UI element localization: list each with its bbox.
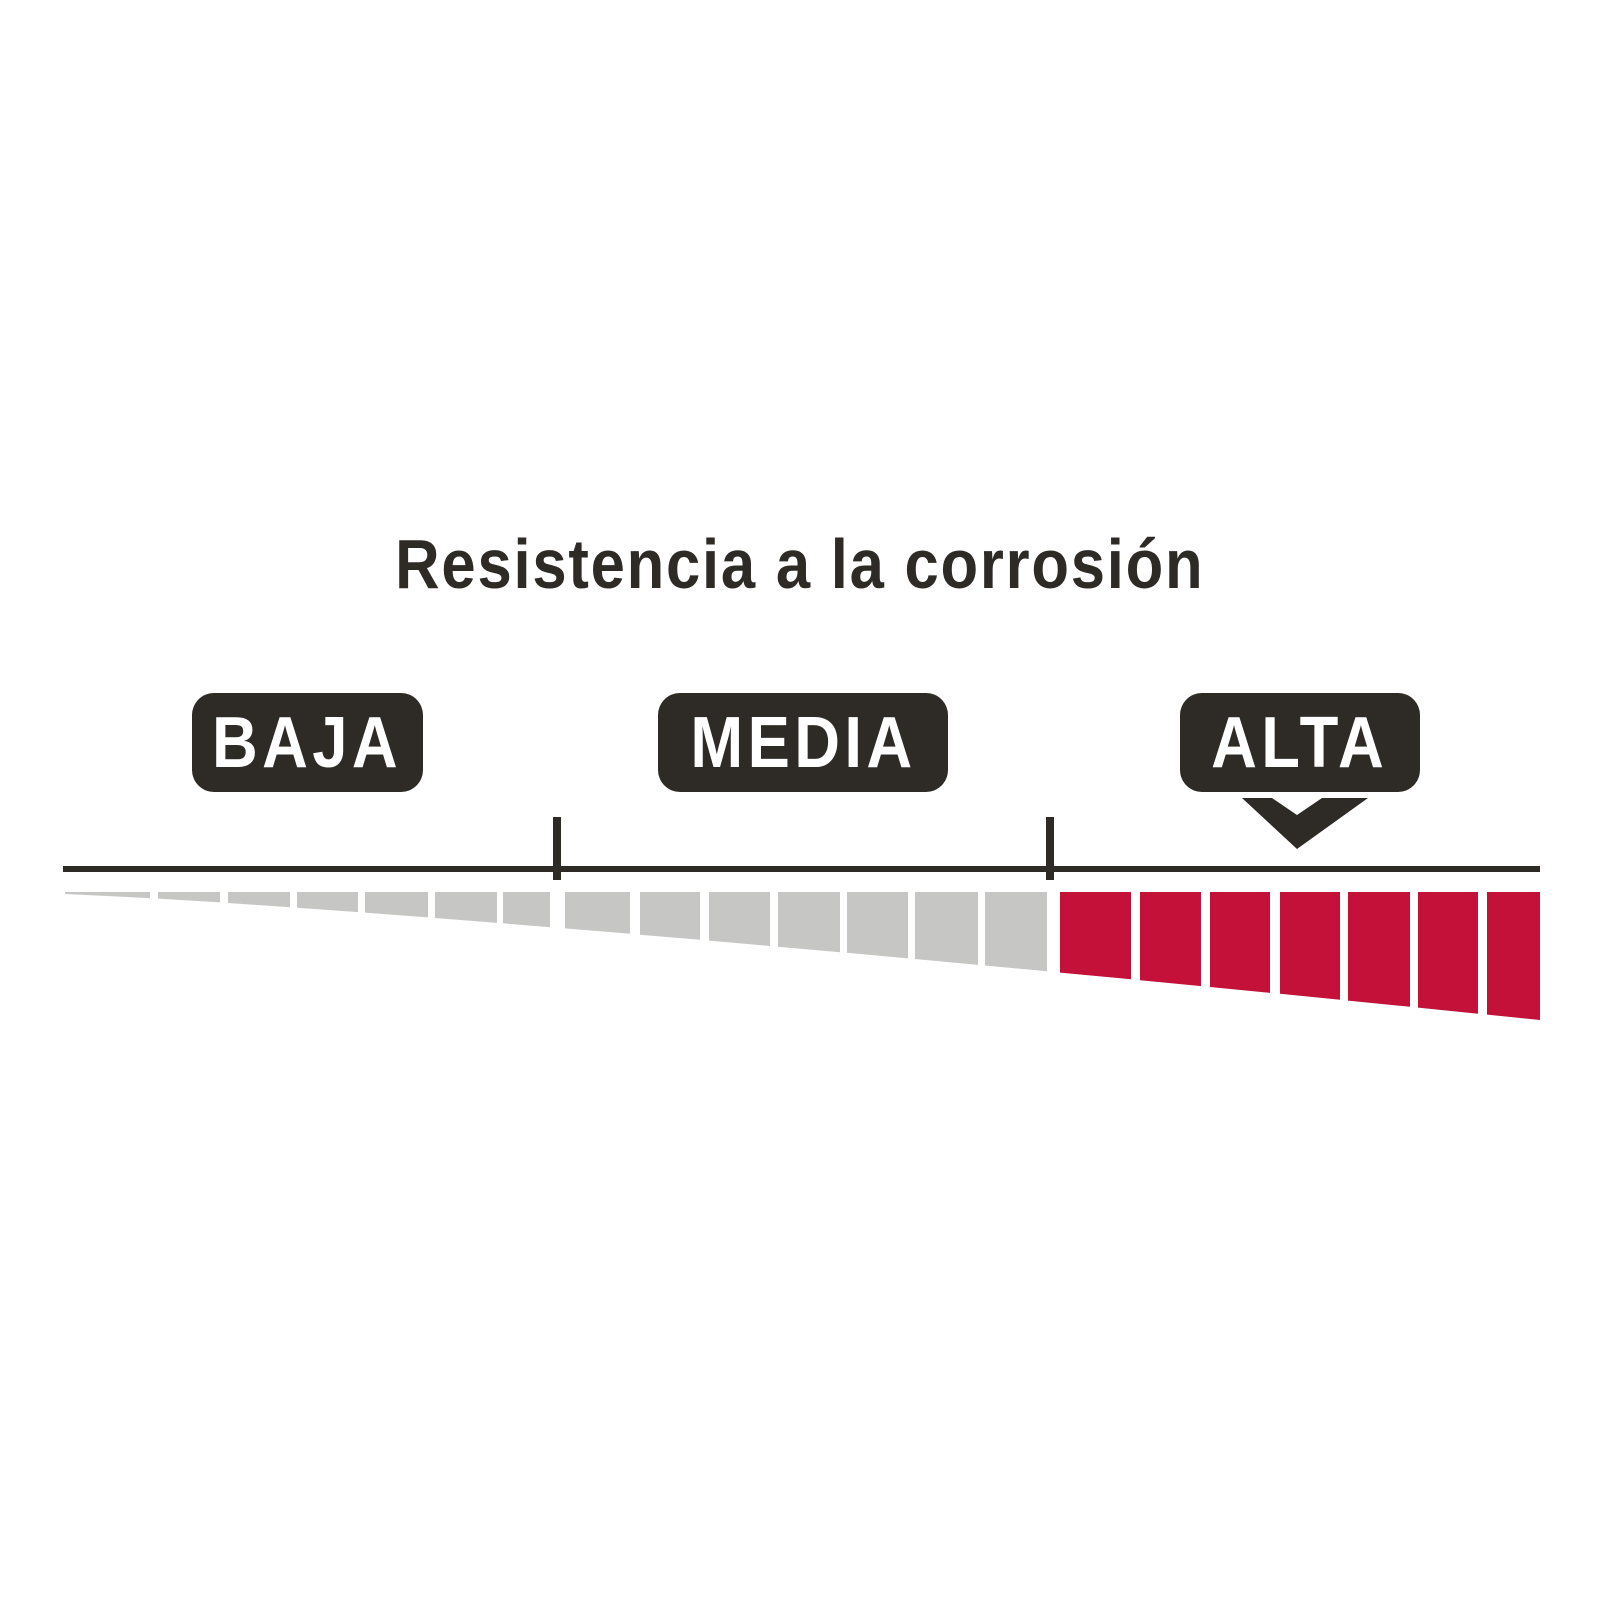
gauge-segment-base (847, 892, 908, 959)
chart-title: Resistencia a la corrosión (0, 524, 1600, 604)
gauge-segment-base (985, 892, 1047, 972)
gauge-segment-base (565, 892, 630, 934)
level-label-media: MEDIA (658, 693, 948, 792)
axis-tick (1046, 817, 1054, 880)
gauge-segment-base (228, 892, 290, 908)
down-arrow-icon (1242, 798, 1368, 849)
gauge-segment-base (158, 892, 220, 903)
level-label-alta: ALTA (1180, 693, 1420, 792)
gauge-segment-base (778, 892, 840, 953)
gauge-segment-highlight (1140, 892, 1201, 987)
level-label-alta-text: ALTA (1211, 702, 1389, 783)
gauge-segment-base (709, 892, 770, 946)
axis-line (63, 866, 1540, 872)
gauge-segment-highlight (1487, 892, 1540, 1020)
gauge-segment-base (435, 892, 497, 923)
gauge-segment-base (915, 892, 978, 965)
gauge-segment-highlight (1348, 892, 1410, 1007)
chart-title-text: Resistencia a la corrosión (395, 525, 1205, 603)
gauge-segment-base (365, 892, 428, 918)
level-label-baja: BAJA (192, 693, 423, 792)
gauge-segment-base (297, 892, 358, 913)
gauge-segment-highlight (1418, 892, 1478, 1014)
gauge-segment-highlight (1280, 892, 1340, 1000)
gauge-segment-base (503, 892, 550, 928)
gauge-segment-base (65, 892, 150, 899)
level-label-media-text: MEDIA (689, 702, 917, 783)
gauge-segment-highlight (1210, 892, 1270, 993)
axis-tick (553, 817, 561, 880)
gauge-segment-base (640, 892, 700, 940)
gauge-segment-highlight (1060, 892, 1131, 980)
level-label-baja-text: BAJA (212, 702, 403, 783)
